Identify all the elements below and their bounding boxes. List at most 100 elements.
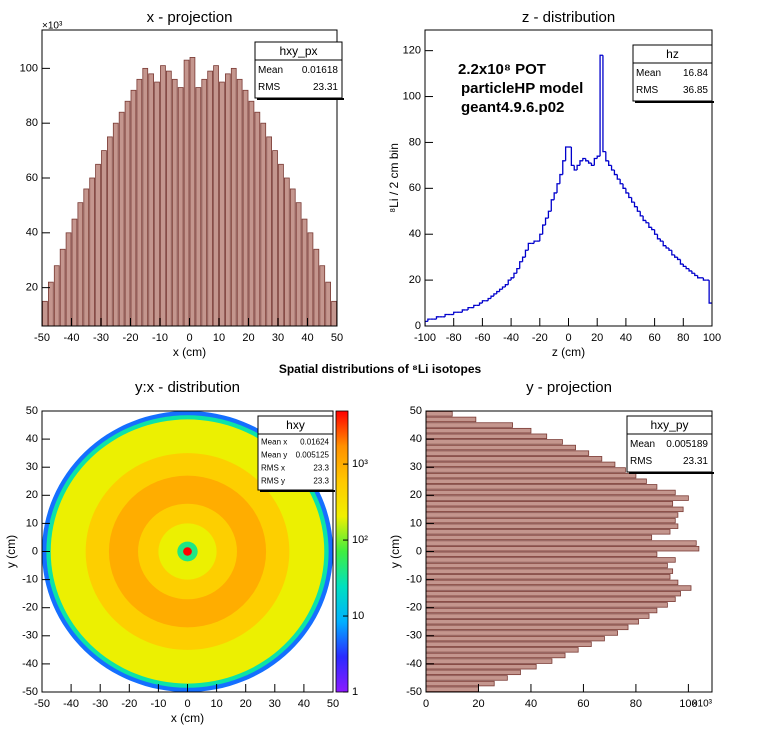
- bar: [426, 675, 508, 681]
- bar: [278, 163, 284, 326]
- y-tick-label: 0: [32, 545, 38, 557]
- x-tick-label: 40: [620, 332, 632, 344]
- bar: [426, 669, 521, 676]
- x-tick-label: -40: [64, 332, 80, 344]
- step: [642, 215, 646, 222]
- bar: [426, 444, 576, 451]
- x-tick-label: -40: [503, 332, 519, 344]
- x-tick-label: -10: [150, 698, 166, 710]
- x-axis-label: x (cm): [173, 345, 206, 359]
- bar: [426, 416, 477, 423]
- step: [501, 286, 506, 290]
- y-axis-label: ⁸Li / 2 cm bin: [387, 143, 401, 213]
- step: [636, 206, 641, 212]
- step: [659, 238, 664, 242]
- bar: [59, 248, 66, 326]
- bar: [83, 188, 90, 326]
- step: [521, 256, 526, 262]
- stats-label: Mean y: [261, 451, 287, 460]
- stats-title: hxy: [286, 418, 305, 432]
- x-tick-label: -60: [474, 332, 490, 344]
- y-tick-label: -20: [406, 602, 422, 614]
- bar: [426, 411, 453, 417]
- step: [610, 165, 615, 171]
- x-tick-label: 100: [679, 698, 697, 710]
- step: [487, 297, 492, 301]
- stats-shadow: [635, 101, 714, 103]
- y-tick-label: 20: [410, 489, 422, 501]
- bar: [283, 177, 290, 326]
- step: [490, 295, 494, 299]
- stats-label: RMS x: [261, 464, 285, 473]
- z-tick-label: 10: [352, 610, 364, 622]
- bar: [426, 635, 605, 642]
- step: [527, 242, 532, 251]
- stats-shadow: [260, 490, 335, 492]
- step: [478, 302, 483, 306]
- z-tick-label: 10²: [352, 534, 368, 546]
- x-tick-label: -20: [123, 332, 139, 344]
- stats-value: 16.84: [683, 68, 708, 79]
- bar: [242, 89, 249, 326]
- step: [622, 183, 626, 189]
- bar: [307, 232, 314, 326]
- step: [633, 202, 638, 208]
- bar: [124, 100, 131, 326]
- bar: [426, 472, 637, 479]
- step: [496, 290, 500, 294]
- step: [674, 254, 678, 258]
- x-tick-label: 30: [269, 698, 281, 710]
- y-axis-label: y (cm): [4, 535, 18, 568]
- step: [651, 227, 655, 231]
- x-tick-label: 80: [630, 698, 642, 710]
- stats-label: RMS: [630, 456, 653, 467]
- bar: [313, 248, 320, 326]
- x-tick-label: 20: [240, 698, 252, 710]
- stats-shadow: [629, 472, 714, 474]
- bar: [426, 630, 618, 636]
- step: [697, 275, 701, 279]
- step: [639, 211, 644, 217]
- y-tick-label: 10: [410, 517, 422, 529]
- step: [510, 277, 514, 281]
- bar: [142, 67, 149, 326]
- step: [668, 247, 672, 251]
- stats-title: hz: [666, 47, 679, 61]
- bar: [426, 686, 479, 692]
- step: [665, 245, 669, 249]
- step: [435, 316, 440, 320]
- bar: [426, 557, 676, 563]
- stats-label: RMS: [636, 85, 659, 96]
- bar: [426, 647, 579, 653]
- bar: [325, 281, 332, 326]
- step: [453, 311, 457, 315]
- bar: [426, 456, 603, 462]
- step: [628, 192, 632, 199]
- step: [473, 304, 477, 308]
- marks: [425, 54, 712, 326]
- y-tick-label: -50: [406, 686, 422, 698]
- x-tick-label: 20: [242, 332, 254, 344]
- step: [564, 146, 569, 161]
- y-tick-label: -50: [22, 686, 38, 698]
- step: [539, 233, 543, 242]
- stats-value: 0.01624: [300, 438, 329, 447]
- step: [467, 306, 471, 310]
- y-tick-label: 60: [409, 182, 421, 194]
- y-tick-label: 100: [403, 90, 421, 102]
- bar: [260, 122, 267, 326]
- y-tick-label: -40: [22, 658, 38, 670]
- x-tick-label: -50: [34, 698, 50, 710]
- bar: [248, 100, 255, 326]
- step: [544, 217, 549, 226]
- bar: [426, 585, 692, 591]
- bar: [272, 150, 278, 326]
- step: [605, 151, 609, 162]
- y-tick-label: 30: [26, 461, 38, 473]
- x-tick-label: 0: [184, 698, 190, 710]
- bar: [426, 562, 668, 569]
- bar: [426, 439, 563, 445]
- x-multiplier: ×10³: [692, 699, 713, 710]
- stats-box: [254, 41, 343, 99]
